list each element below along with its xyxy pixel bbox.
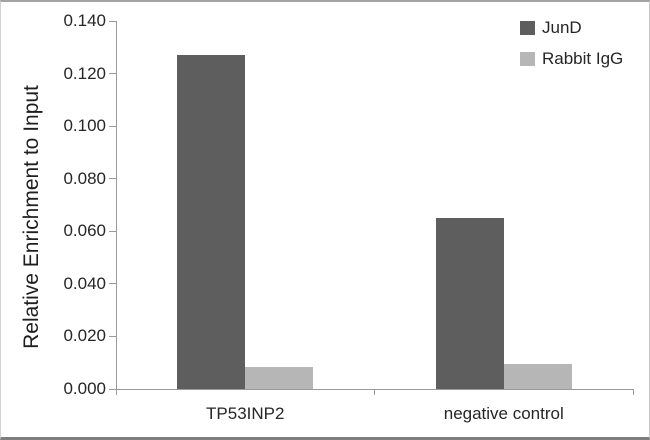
category-label: TP53INP2 xyxy=(206,404,285,423)
legend-item-jund: JunD xyxy=(520,17,623,38)
y-tick xyxy=(109,20,116,22)
y-tick-label: 0.040 xyxy=(63,273,106,293)
legend-swatch-rabbit-igg xyxy=(520,51,535,66)
bar-jund-tp53inp2 xyxy=(177,55,246,389)
x-tick xyxy=(115,389,117,395)
y-axis-title: Relative Enrichment to Input xyxy=(20,85,43,349)
category-label: negative control xyxy=(443,404,564,423)
y-axis-line xyxy=(116,21,117,395)
y-tick xyxy=(109,230,116,232)
bar-rabbit-igg-tp53inp2 xyxy=(245,366,314,389)
y-tick xyxy=(109,73,116,75)
legend-label: JunD xyxy=(542,18,582,37)
bar-rabbit-igg-negative-control xyxy=(503,364,572,389)
y-tick xyxy=(109,283,116,285)
legend: JunD Rabbit IgG xyxy=(520,17,623,69)
y-tick-label: 0.080 xyxy=(63,168,106,188)
y-tick xyxy=(109,178,116,180)
y-tick-label: 0.100 xyxy=(63,116,106,136)
legend-item-rabbit-igg: Rabbit IgG xyxy=(520,48,623,69)
legend-swatch-jund xyxy=(520,20,535,35)
y-tick xyxy=(109,388,116,390)
bar-jund-negative-control xyxy=(435,218,504,389)
y-tick-label: 0.060 xyxy=(63,221,106,241)
x-tick xyxy=(374,389,375,395)
y-tick-label: 0.020 xyxy=(63,326,106,346)
legend-label: Rabbit IgG xyxy=(542,49,624,68)
y-tick-label: 0.000 xyxy=(63,379,106,398)
y-tick-label: 0.140 xyxy=(63,11,106,30)
y-tick-label: 0.120 xyxy=(63,63,106,83)
x-tick xyxy=(632,389,634,395)
y-tick xyxy=(109,125,116,127)
y-tick xyxy=(109,335,116,337)
